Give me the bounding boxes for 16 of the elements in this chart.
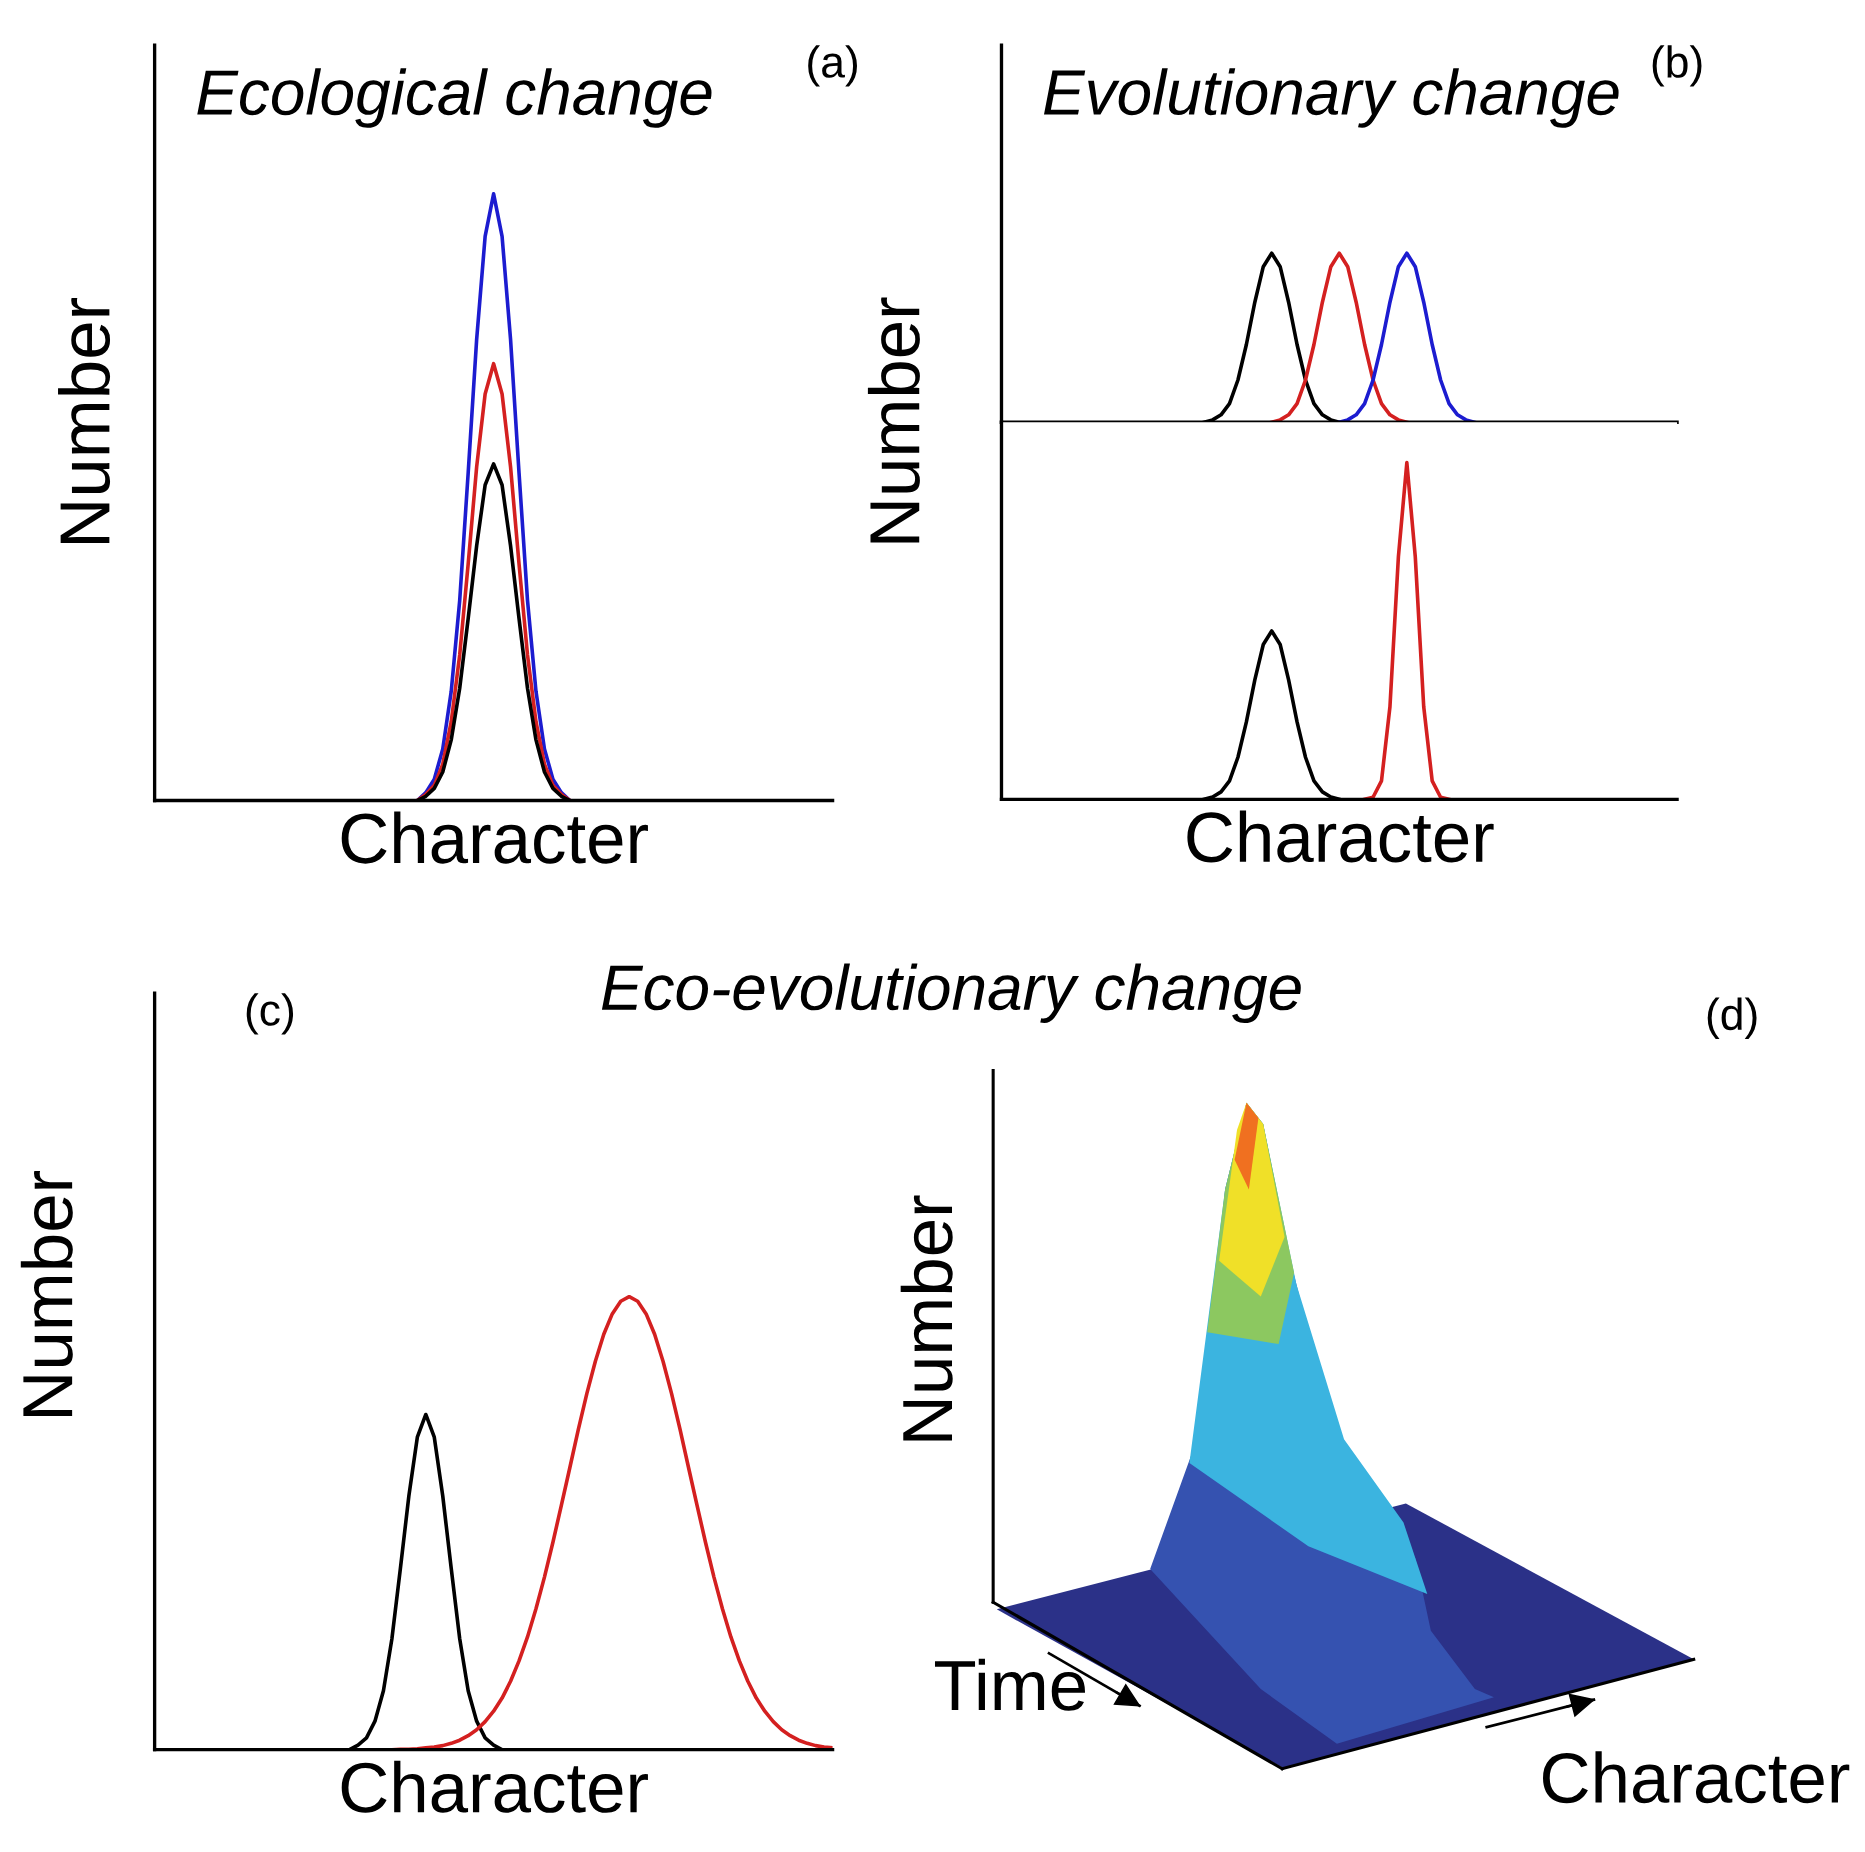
text: Time	[934, 1658, 1085, 1711]
text: (d)	[1707, 997, 1757, 1039]
x-axis-title: Character	[341, 1760, 648, 1813]
y-axis-title: Number	[867, 297, 920, 543]
chart-title: Evolutionary change	[1043, 68, 1619, 128]
x-axis-title: Character	[1187, 810, 1494, 863]
text: Number	[900, 1195, 953, 1441]
chart-title: Eco-evolutionary change	[601, 963, 1301, 1023]
text: (a)	[808, 45, 857, 87]
x-axis-title: Character	[341, 811, 648, 864]
y-axis-title: Number	[20, 1171, 73, 1416]
chart-title: Ecological change	[197, 68, 712, 128]
text: (b)	[1652, 45, 1702, 87]
text: (c)	[246, 993, 294, 1035]
text: Character	[1543, 1751, 1850, 1804]
y-axis-title: Number	[58, 298, 111, 543]
